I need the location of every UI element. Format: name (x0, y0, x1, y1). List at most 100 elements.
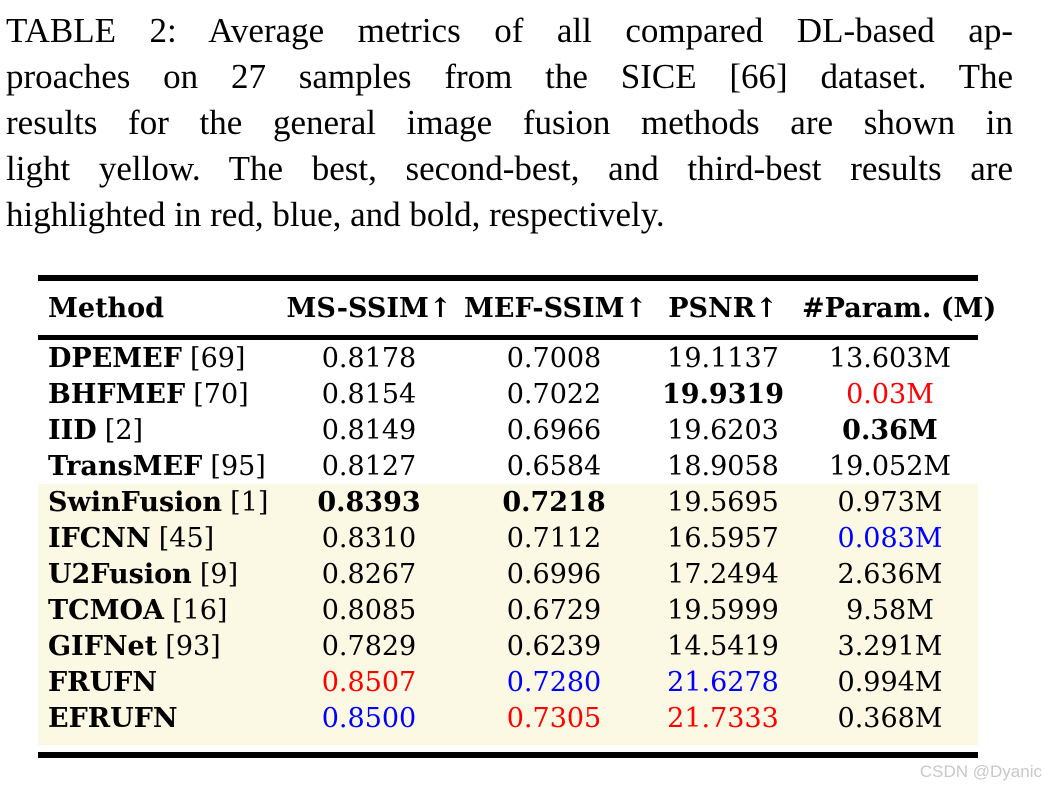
metric-cell: 0.6966 (506, 414, 602, 446)
table-row: FRUFN 0.8507 0.7280 21.6278 0.994M (38, 664, 978, 700)
metric-cell: 0.7008 (506, 342, 602, 374)
metric-cell: 16.5957 (667, 522, 779, 554)
method-name: EFRUFN (48, 702, 178, 734)
metric-cell: 0.8178 (321, 342, 417, 374)
method-name: BHFMEF (48, 378, 186, 410)
metric-cell: 0.8154 (321, 378, 417, 410)
method-ref: [93] (165, 630, 221, 662)
metric-cell: 0.8310 (321, 522, 417, 554)
method-ref: [45] (158, 522, 215, 554)
table-row: IID [2] 0.8149 0.6966 19.6203 0.36M (38, 412, 978, 448)
table-row: U2Fusion [9] 0.8267 0.6996 17.2494 2.636M (38, 556, 978, 592)
column-header-method: Method (48, 292, 165, 324)
method-cell: TransMEF [95] (38, 448, 274, 484)
table-body: DPEMEF [69] 0.8178 0.7008 19.1137 13.603M… (38, 338, 978, 755)
metric-cell: 0.6239 (506, 630, 602, 662)
metric-cell: 0.7305 (506, 702, 602, 734)
metric-cell: 21.6278 (667, 666, 779, 698)
method-cell: TCMOA [16] (38, 592, 274, 628)
method-name: DPEMEF (48, 342, 182, 374)
method-ref: [1] (230, 486, 269, 518)
metric-cell: 0.8393 (317, 486, 421, 518)
method-ref: [2] (104, 414, 144, 446)
metric-cell: 19.5695 (667, 486, 779, 518)
method-cell: EFRUFN (38, 700, 274, 736)
method-name: TransMEF (48, 450, 203, 482)
table-header: Method MS-SSIM↑ MEF-SSIM↑ PSNR↑ #Param. … (38, 278, 997, 338)
metric-cell: 19.1137 (667, 342, 779, 374)
method-cell: SwinFusion [1] (38, 484, 274, 520)
metric-cell: 19.9319 (661, 378, 785, 410)
method-name: SwinFusion (48, 486, 223, 518)
table-row: TCMOA [16] 0.8085 0.6729 19.5999 9.58M (38, 592, 978, 628)
metric-cell: 18.9058 (667, 450, 779, 482)
method-name: TCMOA (48, 594, 164, 626)
method-name: IID (48, 414, 97, 446)
metric-cell: 9.58M (846, 594, 934, 626)
metric-cell: 0.994M (837, 666, 943, 698)
table-row: EFRUFN 0.8500 0.7305 21.7333 0.368M (38, 700, 978, 736)
method-ref: [95] (210, 450, 266, 482)
method-name: GIFNet (48, 630, 158, 662)
metric-cell: 0.6996 (506, 558, 602, 590)
metric-cell: 0.7280 (506, 666, 602, 698)
table-row: BHFMEF [70] 0.8154 0.7022 19.9319 0.03M (38, 376, 978, 412)
table-row: GIFNet [93] 0.7829 0.6239 14.5419 3.291M (38, 628, 978, 664)
caption-line: highlighted in red, blue, and bold, resp… (6, 195, 665, 234)
method-cell: IFCNN [45] (38, 520, 274, 556)
caption-line: results for the general image fusion met… (6, 103, 1013, 142)
metric-cell: 0.8267 (321, 558, 417, 590)
method-ref: [16] (172, 594, 228, 626)
method-cell: GIFNet [93] (38, 628, 274, 664)
metric-cell: 0.6729 (506, 594, 602, 626)
metric-cell: 19.5999 (667, 594, 779, 626)
metric-cell: 0.7218 (502, 486, 606, 518)
metric-cell: 2.636M (837, 558, 943, 590)
metric-cell: 0.6584 (506, 450, 602, 482)
metric-cell: 0.7112 (506, 522, 602, 554)
table-row: SwinFusion [1] 0.8393 0.7218 19.5695 0.97… (38, 484, 978, 520)
metric-cell: 0.36M (842, 414, 938, 446)
caption-line: proaches on 27 samples from the SICE [66… (6, 57, 1013, 96)
table-row: TransMEF [95] 0.8127 0.6584 18.9058 19.05… (38, 448, 978, 484)
table-caption: TABLE 2: Average metrics of all compared… (6, 8, 1013, 238)
metric-cell: 3.291M (837, 630, 943, 662)
method-ref: [69] (190, 342, 246, 374)
highlight-padding-row (38, 736, 978, 745)
bottom-gap-row (38, 745, 978, 755)
metric-cell: 19.052M (828, 450, 952, 482)
metric-cell: 0.083M (837, 522, 943, 554)
method-cell: IID [2] (38, 412, 274, 448)
metric-cell: 0.7829 (321, 630, 417, 662)
method-name: FRUFN (48, 666, 158, 698)
method-ref: [9] (199, 558, 239, 590)
caption-line: TABLE 2: Average metrics of all compared… (6, 11, 1013, 50)
metric-cell: 0.8500 (321, 702, 417, 734)
metric-cell: 0.7022 (506, 378, 602, 410)
metric-cell: 0.8149 (321, 414, 417, 446)
metric-cell: 0.8127 (321, 450, 417, 482)
metric-cell: 19.6203 (667, 414, 779, 446)
metrics-table: Method MS-SSIM↑ MEF-SSIM↑ PSNR↑ #Param. … (38, 275, 997, 758)
column-header-params: #Param. (M) (802, 292, 997, 324)
method-name: U2Fusion (48, 558, 192, 590)
table-row: IFCNN [45] 0.8310 0.7112 16.5957 0.083M (38, 520, 978, 556)
column-header-ms-ssim: MS-SSIM↑ (286, 292, 452, 324)
metric-cell: 14.5419 (667, 630, 779, 662)
method-cell: FRUFN (38, 664, 274, 700)
metric-cell: 0.368M (837, 702, 943, 734)
column-header-psnr: PSNR↑ (668, 292, 778, 324)
watermark: CSDN @Dyanic (919, 762, 1042, 781)
method-cell: U2Fusion [9] (38, 556, 274, 592)
method-name: IFCNN (48, 522, 151, 554)
metric-cell: 21.7333 (667, 702, 779, 734)
method-cell: DPEMEF [69] (38, 338, 274, 377)
metric-cell: 0.8507 (321, 666, 417, 698)
method-ref: [70] (193, 378, 249, 410)
header-row: Method MS-SSIM↑ MEF-SSIM↑ PSNR↑ #Param. … (38, 278, 997, 338)
table-row: DPEMEF [69] 0.8178 0.7008 19.1137 13.603M (38, 338, 978, 377)
metric-cell: 17.2494 (667, 558, 779, 590)
metric-cell: 0.973M (837, 486, 943, 518)
metric-cell: 0.03M (846, 378, 934, 410)
